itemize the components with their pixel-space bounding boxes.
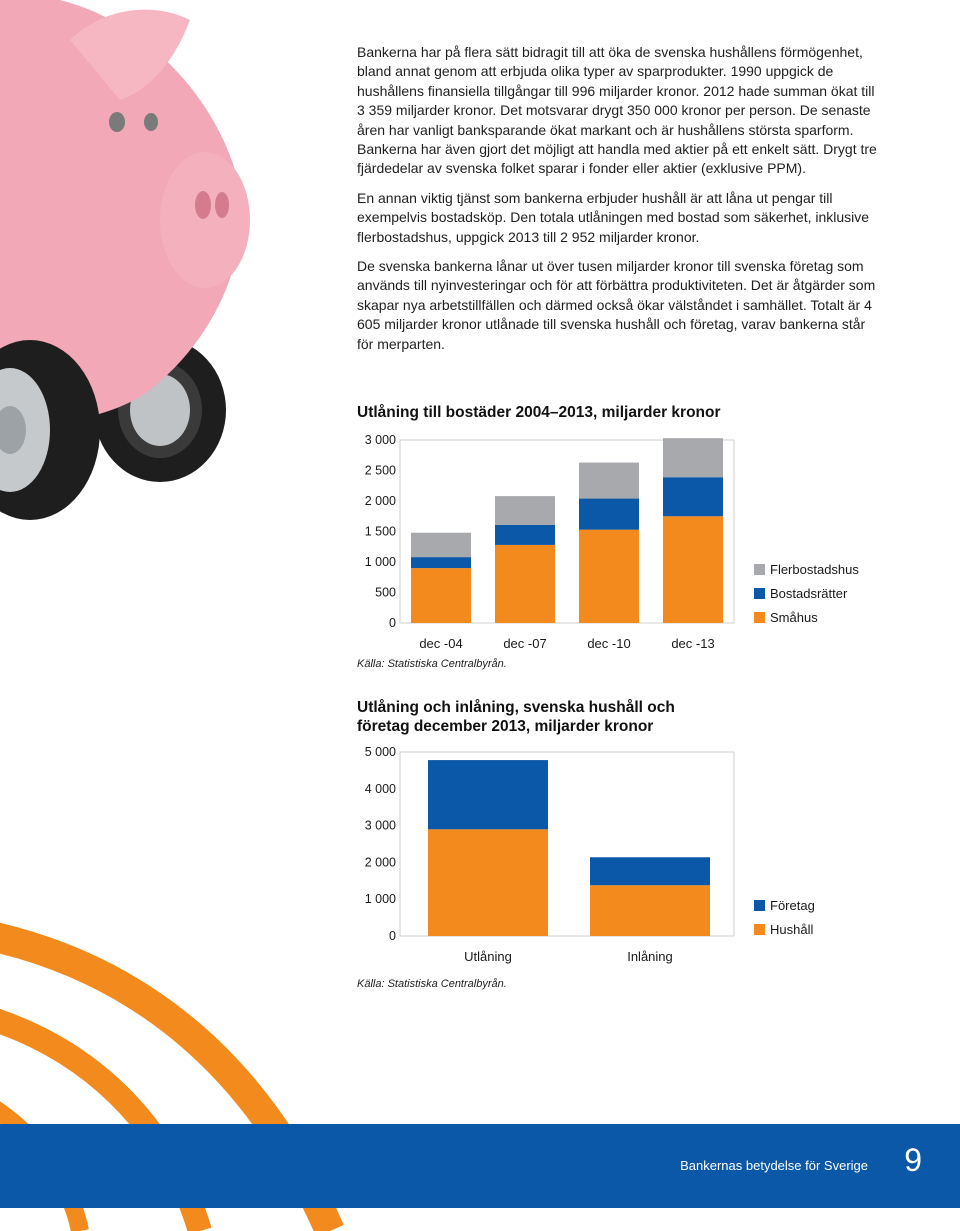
legend-label: Flerbostadshus [770,562,859,577]
footer-title: Bankernas betydelse för Sverige [680,1158,868,1173]
plot-frame [399,751,735,937]
legend-swatch [754,564,765,575]
legend-swatch [754,900,765,911]
legend-swatch [754,588,765,599]
chart-title: Utlåning till bostäder 2004–2013, miljar… [357,404,721,421]
y-tick-label: 5 000 [365,745,396,759]
wheel-icon [0,340,100,520]
x-tick-label: dec -04 [419,636,462,651]
paragraph: Bankerna har på flera sätt bidragit till… [357,44,877,177]
page-number: 9 [904,1142,922,1178]
chart-title-line: företag december 2013, miljarder kronor [357,718,654,735]
y-tick-label: 2 000 [365,494,396,508]
legend-label: Bostadsrätter [770,586,848,601]
bar-segment [411,532,471,558]
piggy-bank-image [0,0,250,520]
y-tick-label: 1 000 [365,555,396,569]
y-tick-label: 3 000 [365,819,396,833]
bar-segment [411,568,471,623]
x-tick-label: Utlåning [464,949,512,964]
bar-segment [663,477,723,517]
bar-segment [411,557,471,569]
bar-segment [590,885,710,936]
chart-title: Utlåning och inlåning, svenska hushåll o… [357,698,675,736]
housing-loans-chart: 3 000 2 500 2 000 1 500 1 000 500 0 dec -04 dec … [365,433,860,651]
footer-band [0,1124,960,1208]
y-tick-label: 0 [389,929,396,943]
paragraph: En annan viktig tjänst som bankerna erbj… [357,189,870,245]
x-tick-label: Inlåning [627,949,673,964]
x-tick-label: dec -07 [503,636,546,651]
chart-title-line: Utlåning och inlåning, svenska hushåll o… [357,699,675,716]
y-tick-label: 2 500 [365,464,396,478]
bar-segment [579,462,639,499]
paragraph: De svenska bankerna lånar ut över tusen … [357,258,876,352]
y-tick-label: 1 500 [365,525,396,539]
x-tick-label: dec -13 [671,636,714,651]
y-tick-label: 2 000 [365,855,396,869]
bar-segment [663,438,723,478]
bar-segment [590,857,710,886]
bar-segment [495,496,555,525]
body-text: Bankerna har på flera sätt bidragit till… [357,43,877,364]
chart-source: Källa: Statistiska Centralbyrån. [357,658,507,670]
legend-label: Hushåll [770,922,813,937]
y-tick-label: 500 [375,586,396,600]
legend-label: Företag [770,898,815,913]
bar-segment [428,829,548,936]
legend-label: Småhus [770,610,818,625]
chart-source: Källa: Statistiska Centralbyrån. [357,978,507,990]
bar-segment [579,498,639,530]
plot-frame [399,439,735,624]
y-tick-label: 3 000 [365,433,396,447]
legend-swatch [754,612,765,623]
bar-segment [579,529,639,623]
bar-segment [495,524,555,545]
bar-segment [663,516,723,623]
y-tick-label: 0 [389,616,396,630]
legend-swatch [754,924,765,935]
x-tick-label: dec -10 [587,636,630,651]
y-tick-label: 1 000 [365,892,396,906]
bar-segment [495,544,555,623]
y-tick-label: 4 000 [365,782,396,796]
lending-deposits-chart: 5 000 4 000 3 000 2 000 1 000 0 Utlåning Inlåni… [365,745,815,964]
bar-segment [428,760,548,830]
